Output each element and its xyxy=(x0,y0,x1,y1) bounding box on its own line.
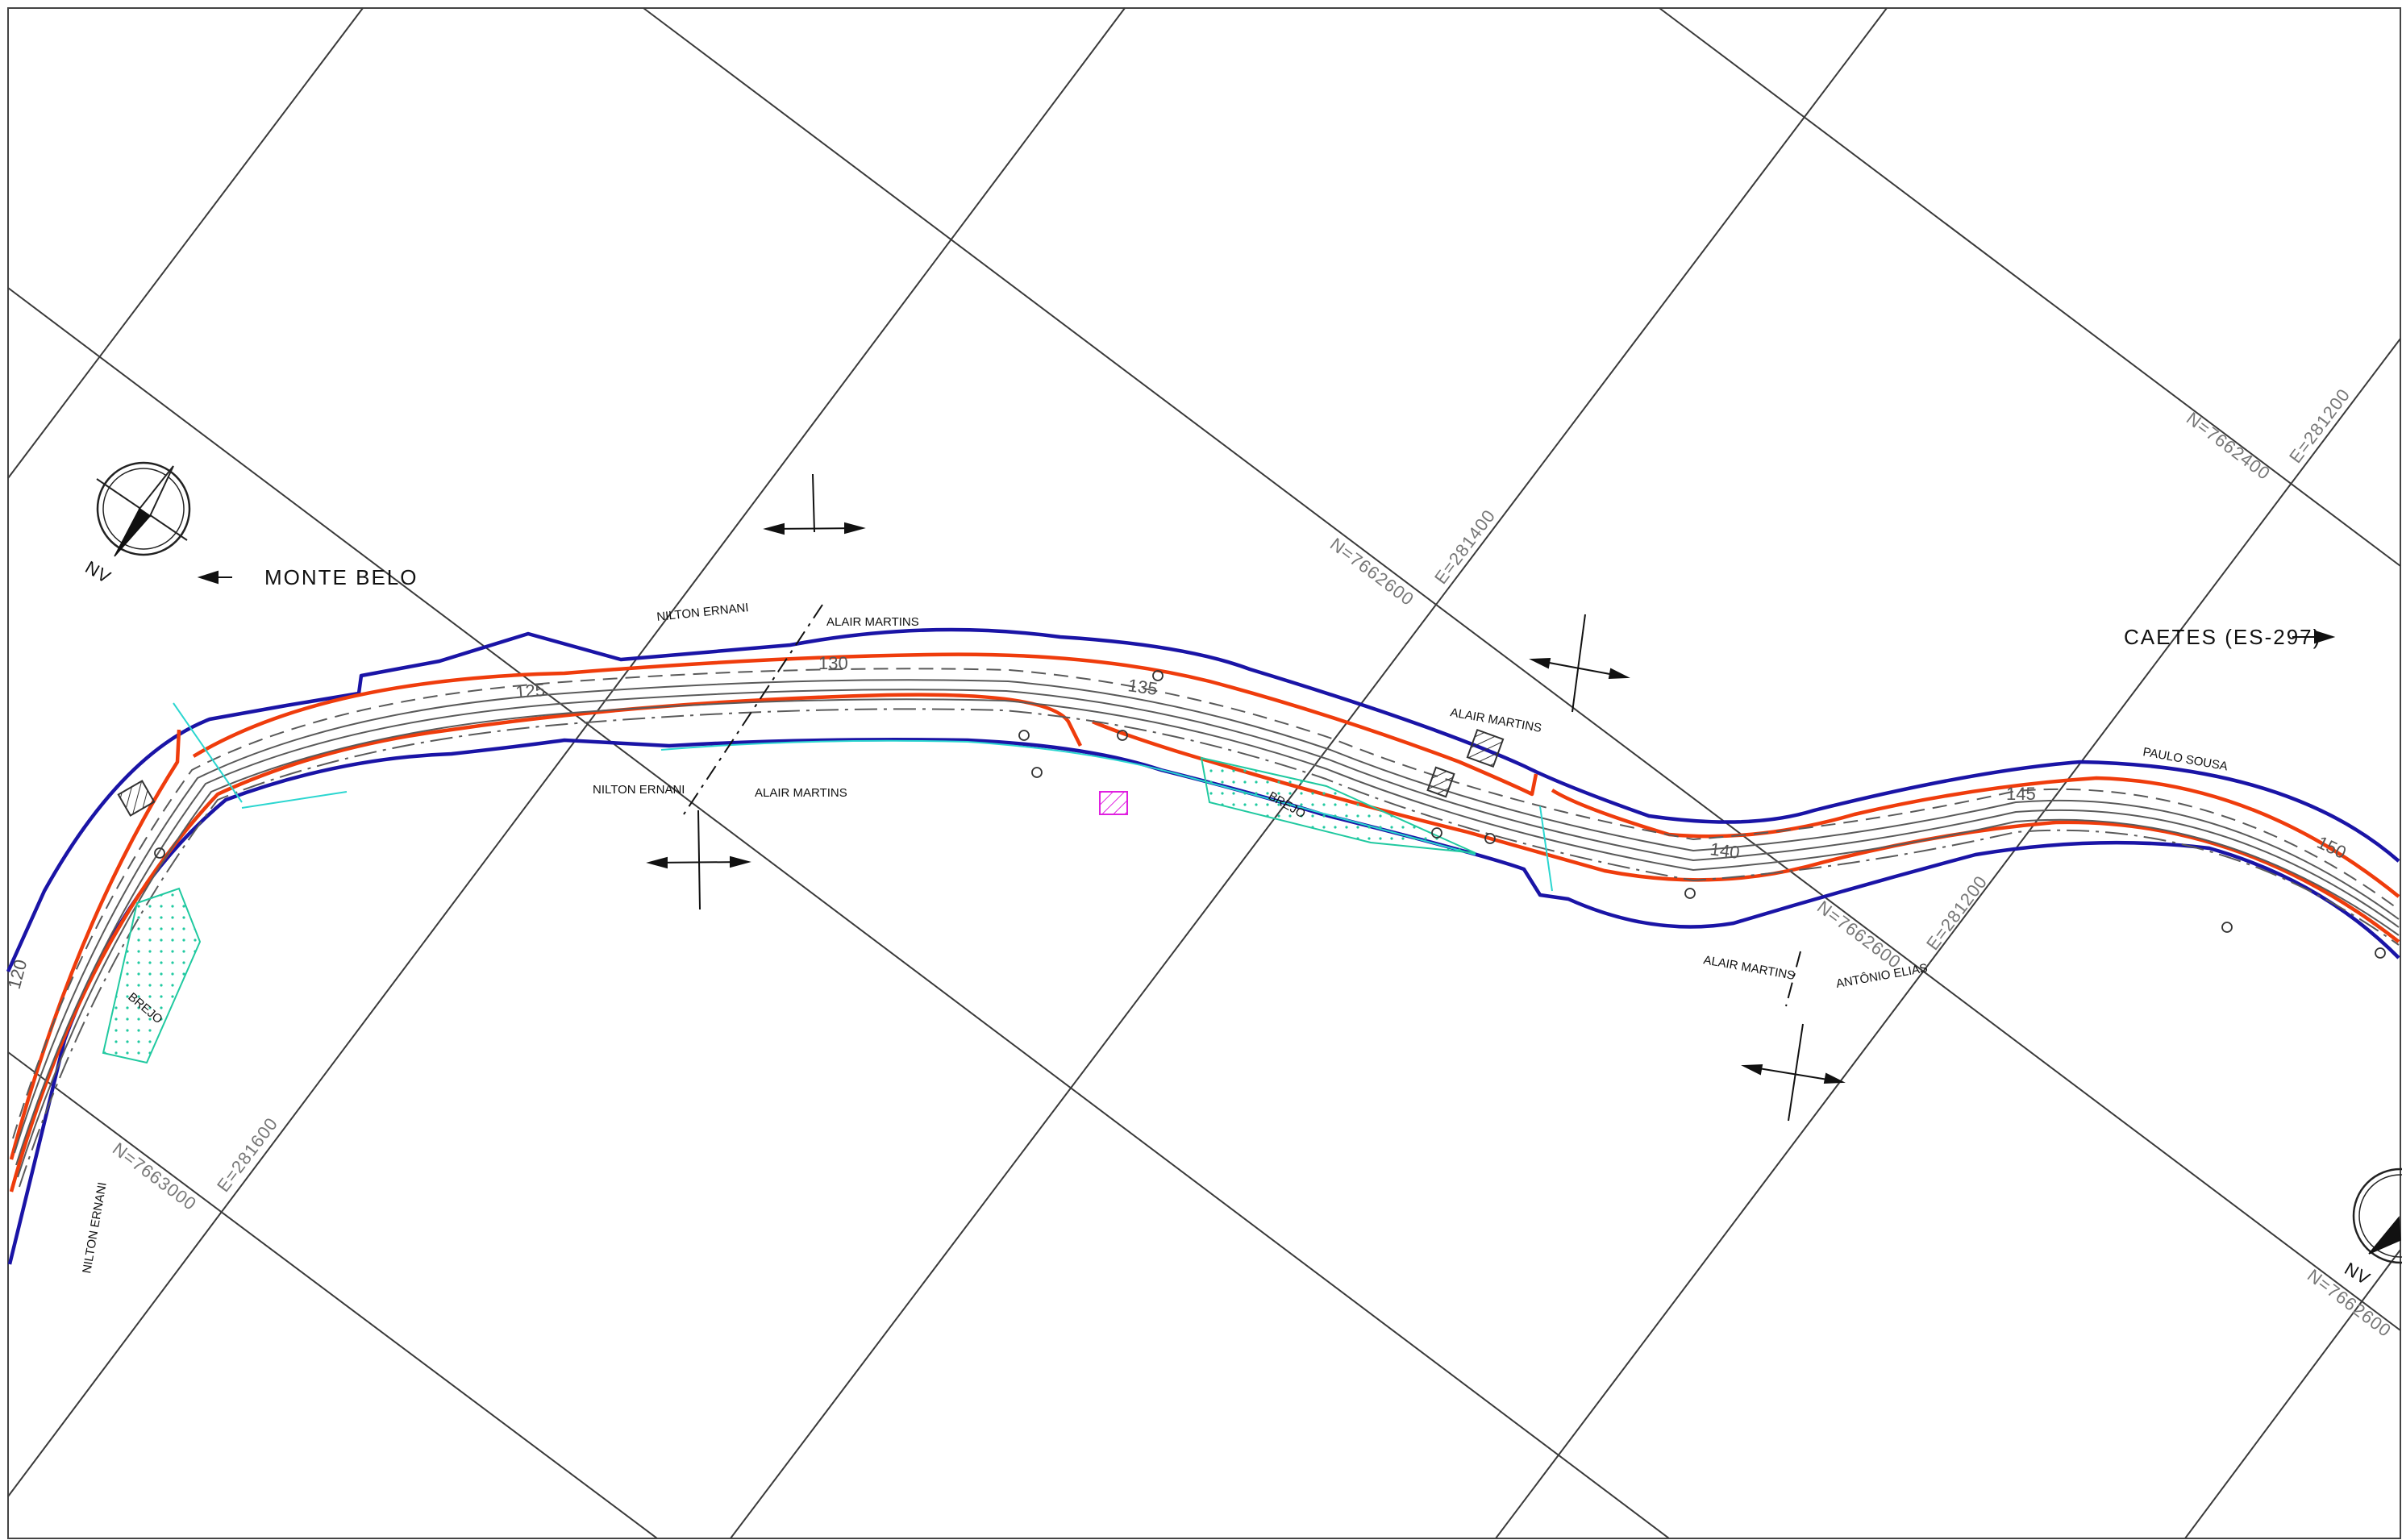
owner-label: NILTON ERNANI xyxy=(80,1181,110,1275)
grid-label: N=7662600 xyxy=(1326,534,1418,610)
owner-label: ALAIR MARTINS xyxy=(755,786,847,800)
building-magenta xyxy=(1099,791,1128,815)
grid-label: N=7662600 xyxy=(1813,897,1905,972)
grid-label: E=281600 xyxy=(213,1113,282,1196)
station-label: 135 xyxy=(1126,675,1159,699)
tree-symbols xyxy=(154,670,2386,959)
grid-label: E=281200 xyxy=(2285,385,2354,467)
station-label: 140 xyxy=(1709,839,1741,863)
survey-boundary xyxy=(6,627,2400,1265)
grid-label: E=281200 xyxy=(1922,872,1992,954)
owner-label: ALAIR MARTINS xyxy=(1449,705,1542,735)
grid-label: N=7663000 xyxy=(109,1138,201,1214)
place-west: MONTE BELO xyxy=(264,565,418,589)
north-label-east: NV xyxy=(2342,1259,2375,1289)
north-arrow-icon xyxy=(96,461,191,557)
owner-label: ANTÔNIO ELIAS xyxy=(1835,961,1929,991)
building-road xyxy=(1426,766,1455,798)
owner-label: ALAIR MARTINS xyxy=(1702,953,1796,983)
station-label: 130 xyxy=(818,653,848,673)
right-of-way-offset xyxy=(9,652,2400,1192)
station-label: 125 xyxy=(514,680,546,702)
owner-label: ALAIR MARTINS xyxy=(826,615,919,629)
station-label: 145 xyxy=(2006,784,2036,804)
place-east: CAETES (ES-297) xyxy=(2124,625,2321,649)
building-west xyxy=(117,780,156,817)
direction-arrow-icons xyxy=(197,570,2336,644)
grid-label: E=281400 xyxy=(1430,506,1500,588)
building-alair xyxy=(1466,728,1505,768)
north-arrow-icon xyxy=(2352,1167,2402,1264)
owner-label: NILTON ERNANI xyxy=(656,601,750,624)
section-markers xyxy=(646,473,1846,1122)
road-platform xyxy=(12,668,2400,1188)
north-label-west: NV xyxy=(82,557,115,588)
wetland-area-west xyxy=(102,887,202,1064)
coordinate-grid xyxy=(7,7,2401,1539)
grid-label: N=7662400 xyxy=(2183,408,2275,484)
owner-label: NILTON ERNANI xyxy=(593,783,685,797)
wetland-area-center xyxy=(1200,756,1476,854)
sheet-border xyxy=(7,7,2401,1539)
